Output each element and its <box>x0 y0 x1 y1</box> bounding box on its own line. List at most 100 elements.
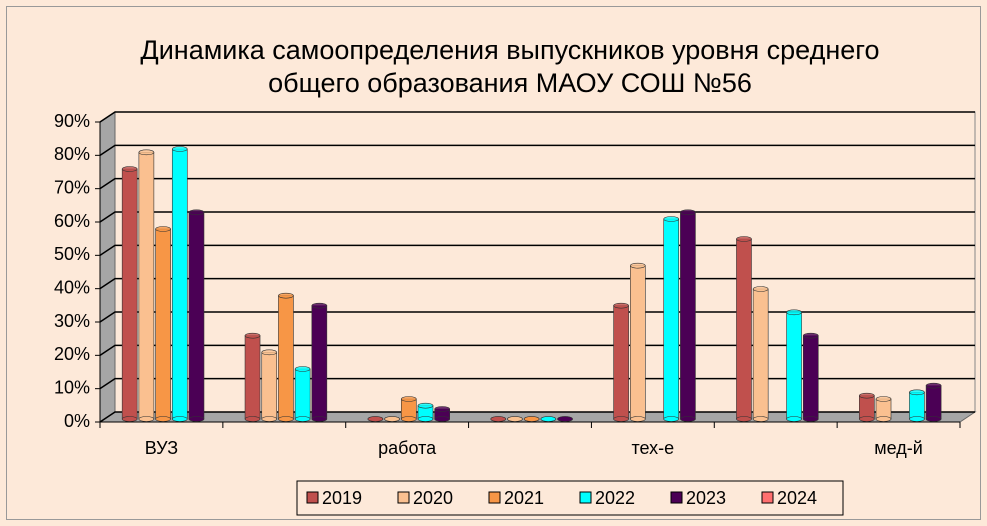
legend-swatch <box>306 491 319 504</box>
bar-bottom <box>925 416 942 422</box>
legend-label: 2023 <box>686 488 726 508</box>
legend-label: 2022 <box>595 488 635 508</box>
bar-top <box>859 392 875 399</box>
bar-top <box>802 332 819 339</box>
bar-top <box>367 416 384 422</box>
bar-body <box>188 212 205 420</box>
bar-bottom <box>188 416 205 422</box>
bar <box>311 302 328 422</box>
bar-bottom <box>802 416 819 422</box>
y-tick-label: 40% <box>54 277 90 297</box>
bar-bottom <box>859 416 875 422</box>
grid-line <box>99 111 975 123</box>
bar-top <box>752 286 769 292</box>
bar-bottom <box>786 416 802 422</box>
bar-top <box>507 416 523 422</box>
bar-top <box>384 416 400 422</box>
bar-body <box>294 368 311 420</box>
bar-top <box>925 382 942 389</box>
bar-bottom <box>155 416 171 422</box>
bar-top <box>909 389 925 396</box>
bar-bottom <box>909 416 925 422</box>
chart-title: Динамика самоопределения выпускников уро… <box>140 35 880 98</box>
bar-top <box>311 302 328 309</box>
y-tick-label: 10% <box>54 377 90 397</box>
bar-body <box>278 295 294 420</box>
bar <box>121 166 138 422</box>
y-tick-label: 70% <box>54 177 90 197</box>
bar-top <box>278 292 294 299</box>
bar-bottom <box>138 416 155 422</box>
bar-top <box>155 226 171 232</box>
x-tick-label: тех-е <box>632 438 675 458</box>
bar-body <box>261 352 278 420</box>
bar-body <box>786 312 802 420</box>
bar-top <box>736 236 752 242</box>
bar <box>557 416 573 422</box>
bar-body <box>138 152 155 420</box>
bar-body <box>311 305 328 420</box>
bar <box>261 349 278 422</box>
bar-body <box>925 385 942 420</box>
bar-top <box>244 332 261 339</box>
x-tick-label: мед-й <box>874 438 923 458</box>
bar-body <box>613 305 629 420</box>
bar-bottom <box>244 416 261 422</box>
bar-bottom <box>261 416 278 422</box>
bar-top <box>663 216 680 222</box>
bar-bottom <box>875 416 892 422</box>
bar-top <box>613 302 629 309</box>
bar <box>786 309 802 422</box>
legend-label: 2019 <box>322 488 362 508</box>
bar-top <box>523 416 540 422</box>
bar-bottom <box>680 416 696 422</box>
bar-body <box>680 212 696 420</box>
bar-body <box>121 168 138 420</box>
bar <box>925 382 942 422</box>
bar-bottom <box>434 416 450 422</box>
bar-top <box>540 416 557 422</box>
bar <box>278 292 294 422</box>
bar-bottom <box>400 416 417 422</box>
bar-body <box>663 218 680 420</box>
y-tick-label: 20% <box>54 344 90 364</box>
y-tick-label: 50% <box>54 244 90 264</box>
bar-bottom <box>417 416 434 422</box>
bar-top <box>680 209 696 216</box>
side-wall <box>99 111 116 423</box>
bar-body <box>400 398 417 420</box>
bar-top <box>294 366 311 372</box>
legend-label: 2020 <box>413 488 453 508</box>
bar-body <box>736 238 752 420</box>
bar-top <box>417 402 434 409</box>
y-tick-label: 30% <box>54 311 90 331</box>
bar-top <box>434 406 450 412</box>
bar-body <box>155 228 171 420</box>
bar-body <box>909 392 925 420</box>
legend-label: 2021 <box>504 488 544 508</box>
bar <box>736 236 752 422</box>
bar-bottom <box>278 416 294 422</box>
bar-body <box>244 335 261 420</box>
bar <box>171 146 188 422</box>
bar-body <box>752 288 769 420</box>
bar-top <box>188 209 205 216</box>
bar-bottom <box>630 416 646 422</box>
bar-top <box>875 396 892 402</box>
x-tick-label: работа <box>378 438 437 458</box>
bar <box>909 389 925 422</box>
bar <box>244 332 261 422</box>
bar <box>859 392 875 422</box>
bar-bottom <box>121 416 138 422</box>
chart-border <box>6 6 981 520</box>
bar-bottom <box>171 416 188 422</box>
bar <box>802 332 819 422</box>
bar <box>630 262 646 422</box>
bar-body <box>171 148 188 420</box>
bar-body <box>859 395 875 420</box>
bar-top <box>630 262 646 269</box>
y-tick-label: 60% <box>54 211 90 231</box>
bar-body <box>875 398 892 420</box>
bar-bottom <box>752 416 769 422</box>
